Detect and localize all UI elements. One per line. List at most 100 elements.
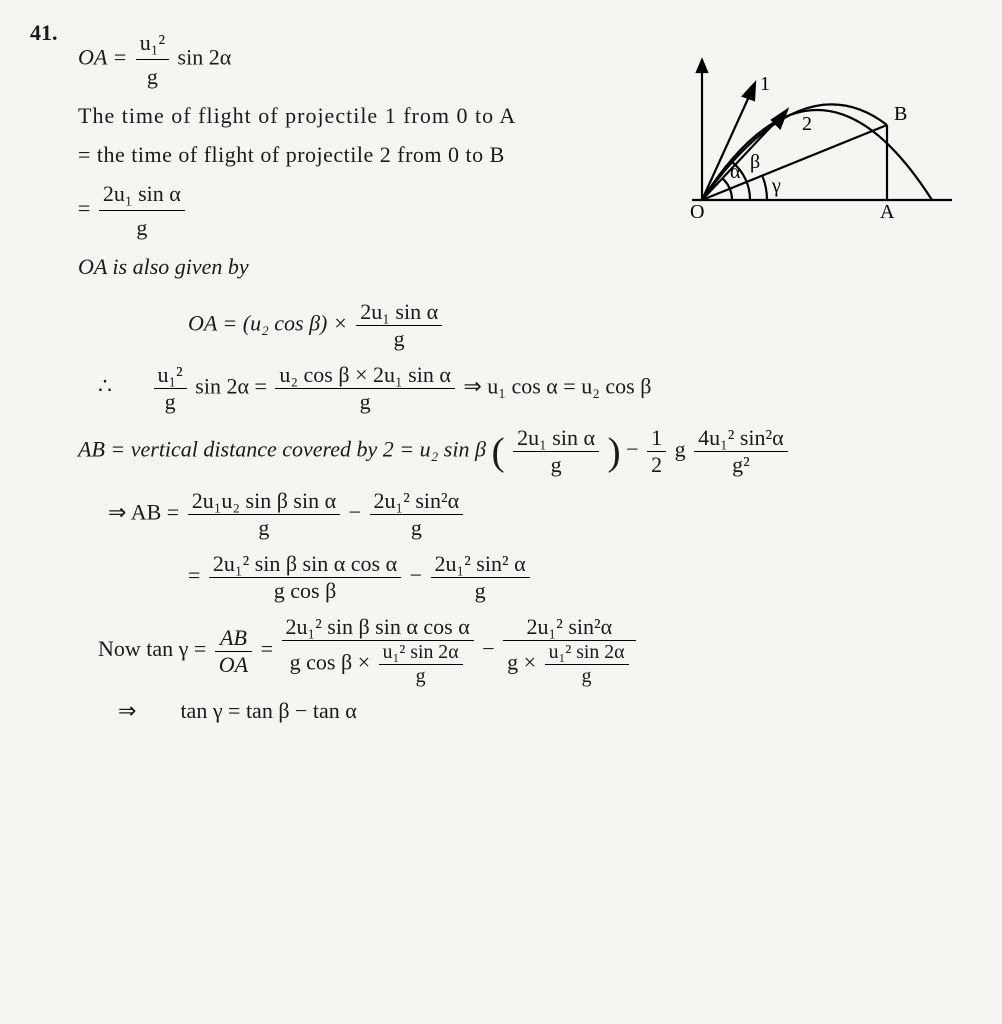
inner-num-b: u₁² sin 2α bbox=[545, 641, 629, 665]
frac-half: 1 2 bbox=[647, 425, 666, 478]
label-alpha: α bbox=[730, 161, 741, 183]
lparen: ( bbox=[491, 430, 504, 474]
text-column: OA = u₁² g sin 2α The time of flight of … bbox=[78, 20, 652, 289]
frac-10a: 2u₁² sin β sin α cos α g cos β bbox=[209, 551, 401, 604]
frac-4: 2u₁ sin α g bbox=[99, 177, 185, 244]
frac9a-num: 2u₁u₂ sin β sin α bbox=[188, 488, 340, 515]
label-1: 1 bbox=[760, 73, 770, 95]
line4-prefix: = bbox=[78, 196, 96, 221]
line-3: = the time of flight of projectile 2 fro… bbox=[78, 138, 652, 171]
frac4-den: g bbox=[99, 211, 185, 244]
l11-eq: = bbox=[261, 636, 279, 661]
label-gamma: γ bbox=[771, 175, 781, 197]
frac1-den: g bbox=[136, 60, 169, 93]
l9-imp: ⇒ AB = bbox=[108, 500, 185, 525]
label-O: O bbox=[690, 201, 704, 220]
line-9: ⇒ AB = 2u₁u₂ sin β sin α g − 2u₁² sin²α … bbox=[108, 488, 972, 541]
line-7: ∴ u₁² g sin 2α = u₂ cos β × 2u₁ sin α g … bbox=[98, 362, 972, 415]
oa-den: OA bbox=[215, 652, 252, 678]
inner-den-b: g bbox=[545, 665, 629, 688]
frac-9b: 2u₁² sin²α g bbox=[370, 488, 464, 541]
figure-column: O A B 1 2 α β γ bbox=[672, 20, 972, 220]
l8-minus: − bbox=[626, 437, 644, 462]
frac9b-den: g bbox=[370, 515, 464, 541]
frac9b-num: 2u₁² sin²α bbox=[370, 488, 464, 515]
l11-minus: − bbox=[482, 636, 500, 661]
line5-text: OA is also given by bbox=[78, 254, 249, 279]
l10-eq: = bbox=[188, 563, 206, 588]
label-2: 2 bbox=[802, 113, 812, 135]
frac11b-den: g × u₁² sin 2α g bbox=[503, 641, 635, 688]
frac-6: 2u₁ sin α g bbox=[356, 299, 442, 352]
frac-10b: 2u₁² sin² α g bbox=[431, 551, 530, 604]
line-6: OA = (u₂ cos β) × 2u₁ sin α g bbox=[188, 299, 972, 352]
l9-minus: − bbox=[349, 500, 367, 525]
l6-lhs: OA = (u₂ cos β) × bbox=[188, 311, 353, 336]
inner-den: g bbox=[379, 665, 463, 688]
frac-1: u₁² g bbox=[136, 26, 169, 93]
frac8a-num: 2u₁ sin α bbox=[513, 425, 599, 452]
frac10b-den: g bbox=[431, 578, 530, 604]
line-8: AB = vertical distance covered by 2 = u₂… bbox=[78, 425, 972, 478]
frac4-num: 2u₁ sin α bbox=[99, 177, 185, 211]
top-section: OA = u₁² g sin 2α The time of flight of … bbox=[78, 20, 972, 289]
rparen: ) bbox=[608, 430, 621, 474]
therefore-symbol: ∴ bbox=[98, 374, 112, 399]
frac-11a-inner: u₁² sin 2α g bbox=[379, 641, 463, 688]
frac10a-num: 2u₁² sin β sin α cos α bbox=[209, 551, 401, 578]
l11-lhs: Now tan γ = bbox=[98, 636, 212, 661]
frac11a-den: g cos β × u₁² sin 2α g bbox=[282, 641, 474, 688]
frac-11a: 2u₁² sin β sin α cos α g cos β × u₁² sin… bbox=[282, 614, 474, 688]
frac11a-num: 2u₁² sin β sin α cos α bbox=[282, 614, 474, 641]
frac7a-den: g bbox=[154, 389, 187, 415]
l11a-den-pre: g cos β × bbox=[290, 650, 376, 675]
line1-prefix: OA = bbox=[78, 45, 133, 70]
frac6-num: 2u₁ sin α bbox=[356, 299, 442, 326]
frac7a-num: u₁² bbox=[154, 362, 187, 389]
frac1-num: u₁² bbox=[136, 26, 169, 60]
ab-num: AB bbox=[215, 625, 252, 652]
question-number: 41. bbox=[30, 20, 66, 46]
line-11: Now tan γ = AB OA = 2u₁² sin β sin α cos… bbox=[98, 614, 972, 688]
frac-8a: 2u₁ sin α g bbox=[513, 425, 599, 478]
frac7b-num: u₂ cos β × 2u₁ sin α bbox=[275, 362, 454, 389]
l12-imp: ⇒ bbox=[118, 698, 136, 723]
frac8b-num: 4u₁² sin²α bbox=[694, 425, 788, 452]
question-row: 41. OA = u₁² g sin 2α The time of flight… bbox=[30, 20, 972, 734]
solution-content: OA = u₁² g sin 2α The time of flight of … bbox=[78, 20, 972, 734]
frac10b-num: 2u₁² sin² α bbox=[431, 551, 530, 578]
l8-g: g bbox=[675, 437, 692, 462]
label-A: A bbox=[880, 201, 895, 220]
inner-num: u₁² sin 2α bbox=[379, 641, 463, 665]
frac9a-den: g bbox=[188, 515, 340, 541]
frac8b-den: g² bbox=[694, 452, 788, 478]
line-1: OA = u₁² g sin 2α bbox=[78, 26, 652, 93]
frac-11b: 2u₁² sin²α g × u₁² sin 2α g bbox=[503, 614, 635, 688]
l8-lhs: AB = vertical distance covered by 2 = u₂… bbox=[78, 437, 486, 462]
frac-7b: u₂ cos β × 2u₁ sin α g bbox=[275, 362, 454, 415]
frac6-den: g bbox=[356, 326, 442, 352]
l12-result: tan γ = tan β − tan α bbox=[180, 698, 356, 723]
l7-implies: ⇒ u₁ cos α = u₂ cos β bbox=[463, 374, 651, 399]
half-den: 2 bbox=[647, 452, 666, 478]
l11b-den-pre: g × bbox=[507, 650, 541, 675]
line-10: = 2u₁² sin β sin α cos α g cos β − 2u₁² … bbox=[188, 551, 972, 604]
frac7b-den: g bbox=[275, 389, 454, 415]
line1-suffix: sin 2α bbox=[178, 45, 232, 70]
frac-ab-oa: AB OA bbox=[215, 625, 252, 678]
l7-mid: sin 2α = bbox=[195, 374, 272, 399]
line-2: The time of flight of projectile 1 from … bbox=[78, 99, 652, 132]
half-num: 1 bbox=[647, 425, 666, 452]
frac-7a: u₁² g bbox=[154, 362, 187, 415]
frac10a-den: g cos β bbox=[209, 578, 401, 604]
line-12: ⇒ tan γ = tan β − tan α bbox=[118, 698, 972, 724]
frac-9a: 2u₁u₂ sin β sin α g bbox=[188, 488, 340, 541]
l10-minus: − bbox=[410, 563, 428, 588]
line-4: = 2u₁ sin α g bbox=[78, 177, 652, 244]
frac-8b: 4u₁² sin²α g² bbox=[694, 425, 788, 478]
label-beta: β bbox=[750, 151, 760, 173]
label-B: B bbox=[894, 103, 907, 125]
line-5: OA is also given by bbox=[78, 250, 652, 283]
projectile-diagram: O A B 1 2 α β γ bbox=[672, 50, 962, 220]
frac8a-den: g bbox=[513, 452, 599, 478]
